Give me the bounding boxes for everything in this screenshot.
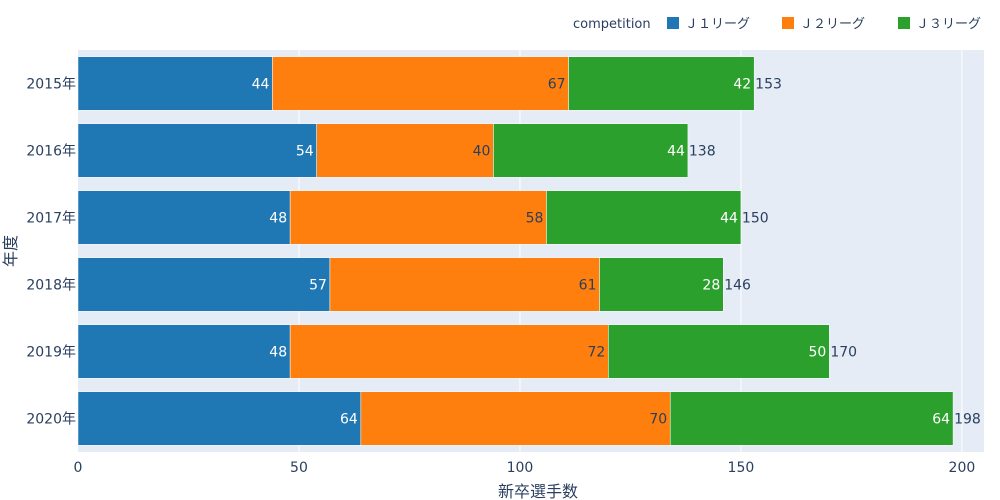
bar-segment: [608, 324, 830, 379]
x-tick-label: 200: [949, 460, 976, 476]
bar-segment: [669, 391, 954, 446]
bar-segment: [77, 324, 291, 379]
bar-value-label: 58: [526, 211, 544, 227]
bar-segment: [546, 190, 742, 245]
bar-total-label: 153: [755, 77, 782, 93]
plot-background: [78, 50, 984, 452]
bar-segment: [77, 190, 291, 245]
bar-total-label: 138: [689, 144, 716, 160]
bar-value-label: 48: [269, 345, 287, 361]
bar-value-label: 64: [932, 412, 950, 428]
bar-segment: [289, 324, 609, 379]
bar-total-label: 146: [724, 278, 751, 294]
bar-total-label: 198: [954, 412, 981, 428]
y-tick-label: 2016年: [26, 144, 76, 160]
bar-segment: [316, 123, 494, 178]
bar-segment: [493, 123, 689, 178]
bars: [77, 56, 954, 446]
bar-value-label: 48: [269, 211, 287, 227]
y-tick-label: 2019年: [26, 345, 76, 361]
x-tick-label: 0: [74, 460, 83, 476]
legend-swatch: [782, 17, 794, 29]
bar-total-label: 150: [742, 211, 769, 227]
x-axis-title: 新卒選手数: [498, 482, 578, 500]
y-tick-label: 2018年: [26, 278, 76, 294]
bar-value-label: 72: [588, 345, 606, 361]
bar-segment: [77, 391, 362, 446]
bar-value-label: 44: [667, 144, 685, 160]
bar-segment: [360, 391, 671, 446]
legend-swatch: [667, 17, 679, 29]
x-tick-label: 100: [507, 460, 534, 476]
legend-item-label: Ｊ２リーグ: [800, 17, 865, 32]
bar-value-label: 57: [309, 278, 327, 294]
bar-segment: [77, 257, 331, 312]
y-tick-label: 2020年: [26, 412, 76, 428]
bar-total-label: 170: [830, 345, 857, 361]
legend-title: competition: [573, 17, 651, 32]
bar-segment: [329, 257, 600, 312]
legend-item-label: Ｊ１リーグ: [685, 17, 750, 32]
legend: competition Ｊ１リーグ Ｊ２リーグ Ｊ３リーグ: [573, 17, 981, 32]
bar-value-label: 54: [296, 144, 314, 160]
bar-value-label: 61: [579, 278, 597, 294]
bar-segment: [568, 56, 755, 111]
y-tick-label: 2015年: [26, 77, 76, 93]
bar-value-label: 67: [548, 77, 566, 93]
bar-segment: [599, 257, 724, 312]
bar-value-label: 28: [702, 278, 720, 294]
x-tick-label: 50: [290, 460, 308, 476]
bar-value-label: 42: [733, 77, 751, 93]
bar-segment: [77, 56, 273, 111]
bar-value-label: 44: [252, 77, 270, 93]
bar-value-label: 50: [808, 345, 826, 361]
bar-value-label: 44: [720, 211, 738, 227]
legend-item-label: Ｊ３リーグ: [916, 17, 981, 32]
bar-value-label: 40: [473, 144, 491, 160]
bar-segment: [272, 56, 569, 111]
bar-value-label: 64: [340, 412, 358, 428]
gridlines: [298, 50, 963, 452]
y-axis-title: 年度: [1, 235, 20, 267]
y-axis-ticks: 2015年 2016年 2017年 2018年 2019年 2020年: [26, 77, 76, 428]
y-tick-label: 2017年: [26, 211, 76, 227]
legend-swatch: [898, 17, 910, 29]
x-tick-label: 150: [728, 460, 755, 476]
x-axis-ticks: 0 50 100 150 200: [74, 460, 976, 476]
bar-segment: [289, 190, 547, 245]
bar-segment: [77, 123, 317, 178]
bar-value-label: 70: [649, 412, 667, 428]
